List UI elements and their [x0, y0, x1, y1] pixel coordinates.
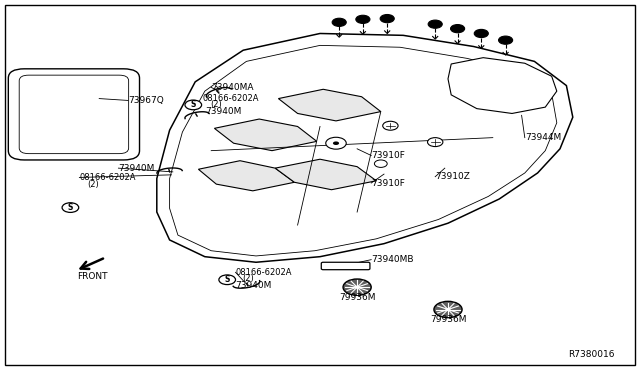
- Circle shape: [326, 137, 346, 149]
- Circle shape: [380, 15, 394, 23]
- Text: 08166-6202A: 08166-6202A: [202, 94, 259, 103]
- Polygon shape: [214, 119, 317, 151]
- Circle shape: [445, 308, 451, 311]
- Circle shape: [428, 20, 442, 28]
- Circle shape: [62, 203, 79, 212]
- Text: 73910Z: 73910Z: [435, 172, 470, 181]
- Circle shape: [332, 18, 346, 26]
- Text: 73910F: 73910F: [371, 151, 405, 160]
- Circle shape: [355, 286, 360, 289]
- Text: (2): (2): [87, 180, 99, 189]
- FancyBboxPatch shape: [8, 69, 140, 160]
- Text: FRONT: FRONT: [77, 272, 108, 281]
- Polygon shape: [157, 33, 573, 262]
- Circle shape: [219, 275, 236, 285]
- Text: 73940MB: 73940MB: [371, 255, 413, 264]
- Text: S: S: [225, 275, 230, 284]
- Text: 73940M: 73940M: [205, 107, 241, 116]
- Circle shape: [474, 29, 488, 38]
- Text: (2): (2): [210, 100, 221, 109]
- Text: 08166-6202A: 08166-6202A: [79, 173, 136, 182]
- FancyBboxPatch shape: [5, 5, 635, 365]
- Text: 79936M: 79936M: [429, 315, 467, 324]
- Circle shape: [499, 36, 513, 44]
- Circle shape: [343, 279, 371, 295]
- Text: 73940M: 73940M: [236, 281, 272, 290]
- Circle shape: [428, 138, 443, 147]
- FancyBboxPatch shape: [321, 262, 370, 270]
- Text: 08166-6202A: 08166-6202A: [236, 268, 292, 277]
- Circle shape: [383, 121, 398, 130]
- Text: 79936M: 79936M: [339, 293, 376, 302]
- Circle shape: [451, 25, 465, 33]
- Circle shape: [356, 15, 370, 23]
- Text: 73940MA: 73940MA: [211, 83, 253, 92]
- Text: (2): (2): [242, 275, 253, 283]
- Polygon shape: [448, 58, 557, 113]
- Text: 73910F: 73910F: [371, 179, 405, 187]
- Polygon shape: [275, 159, 376, 190]
- Circle shape: [185, 100, 202, 110]
- Polygon shape: [198, 161, 294, 191]
- FancyBboxPatch shape: [19, 75, 129, 154]
- Circle shape: [374, 160, 387, 167]
- Text: 73967Q: 73967Q: [128, 96, 164, 105]
- Polygon shape: [278, 89, 381, 121]
- Text: 73944M: 73944M: [525, 133, 561, 142]
- Text: 73940M: 73940M: [118, 164, 155, 173]
- Circle shape: [333, 141, 339, 145]
- Circle shape: [434, 301, 462, 318]
- Text: R7380016: R7380016: [568, 350, 614, 359]
- Text: S: S: [191, 100, 196, 109]
- Text: S: S: [68, 203, 73, 212]
